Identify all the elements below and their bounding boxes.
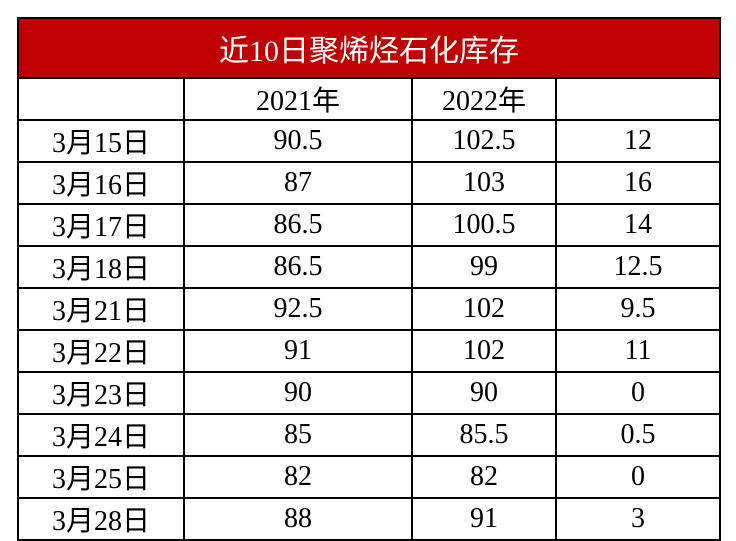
value-2021-cell: 86.5 [183, 245, 413, 289]
table-body: 近10日聚烯烃石化库存 2021年 2022年 3月15日 90.5 102.5 12… [17, 17, 721, 541]
header-empty [555, 77, 721, 121]
header-cell: 2022年 [411, 77, 557, 121]
date-cell: 3月24日 [17, 413, 185, 457]
data-row: 3月22日 91 102 11 [17, 329, 721, 373]
date-cell: 3月23日 [17, 371, 185, 415]
difference-cell: 9.5 [555, 287, 721, 331]
data-row: 3月21日 92.5 102 9.5 [17, 287, 721, 331]
difference-cell: 0 [555, 371, 721, 415]
value-2022-cell: 102 [411, 329, 557, 373]
difference-cell: 3 [555, 497, 721, 541]
difference-cell: 0 [555, 455, 721, 499]
difference-cell: 12.5 [555, 245, 721, 289]
data-row: 3月24日 85 85.5 0.5 [17, 413, 721, 457]
value-2021-cell: 90.5 [183, 119, 413, 163]
date-cell: 3月25日 [17, 455, 185, 499]
date-cell: 3月15日 [17, 119, 185, 163]
value-2021-cell: 90 [183, 371, 413, 415]
difference-cell: 12 [555, 119, 721, 163]
header-cell: 2021年 [183, 77, 413, 121]
difference-cell: 11 [555, 329, 721, 373]
value-2021-cell: 82 [183, 455, 413, 499]
table-container: 近10日聚烯烃石化库存 2021年 2022年 3月15日 90.5 102.5 12… [17, 17, 721, 541]
value-2022-cell: 103 [411, 161, 557, 205]
data-row: 3月15日 90.5 102.5 12 [17, 119, 721, 163]
difference-cell: 14 [555, 203, 721, 247]
value-2022-cell: 85.5 [411, 413, 557, 457]
value-2021-cell: 86.5 [183, 203, 413, 247]
difference-cell: 16 [555, 161, 721, 205]
value-2022-cell: 91 [411, 497, 557, 541]
date-cell: 3月22日 [17, 329, 185, 373]
header-empty [17, 77, 185, 121]
inventory-table: 近10日聚烯烃石化库存 2021年 2022年 3月15日 90.5 102.5 12… [17, 17, 721, 541]
table-title: 近10日聚烯烃石化库存 [17, 17, 721, 79]
date-cell: 3月21日 [17, 287, 185, 331]
data-row: 3月23日 90 90 0 [17, 371, 721, 415]
value-2022-cell: 100.5 [411, 203, 557, 247]
date-cell: 3月18日 [17, 245, 185, 289]
data-row: 3月28日 88 91 3 [17, 497, 721, 541]
value-2022-cell: 90 [411, 371, 557, 415]
date-cell: 3月28日 [17, 497, 185, 541]
data-row: 3月25日 82 82 0 [17, 455, 721, 499]
difference-cell: 0.5 [555, 413, 721, 457]
value-2022-cell: 102.5 [411, 119, 557, 163]
value-2022-cell: 99 [411, 245, 557, 289]
data-row: 3月18日 86.5 99 12.5 [17, 245, 721, 289]
value-2022-cell: 102 [411, 287, 557, 331]
value-2021-cell: 88 [183, 497, 413, 541]
title-row: 近10日聚烯烃石化库存 [17, 17, 721, 79]
value-2021-cell: 87 [183, 161, 413, 205]
date-cell: 3月17日 [17, 203, 185, 247]
value-2022-cell: 82 [411, 455, 557, 499]
value-2021-cell: 91 [183, 329, 413, 373]
value-2021-cell: 92.5 [183, 287, 413, 331]
date-cell: 3月16日 [17, 161, 185, 205]
value-2021-cell: 85 [183, 413, 413, 457]
data-row: 3月17日 86.5 100.5 14 [17, 203, 721, 247]
header-row: 2021年 2022年 [17, 77, 721, 121]
data-row: 3月16日 87 103 16 [17, 161, 721, 205]
